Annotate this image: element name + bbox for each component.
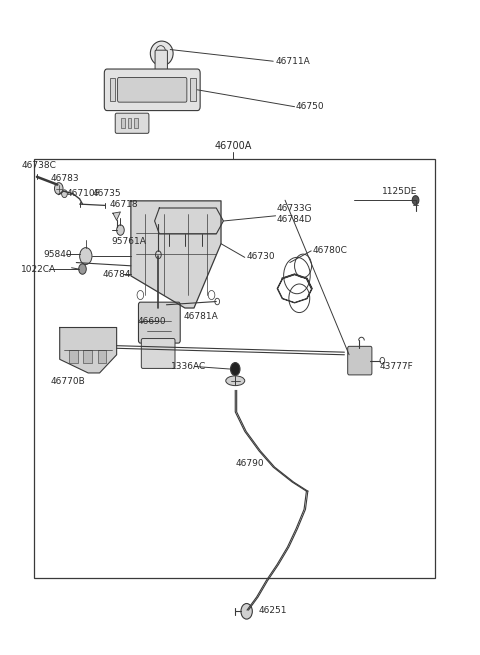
Text: 1336AC: 1336AC [171, 362, 206, 371]
Polygon shape [60, 328, 117, 373]
Bar [190, 78, 196, 102]
Text: 46790: 46790 [235, 459, 264, 468]
Text: 46784D: 46784D [276, 215, 312, 224]
Text: 46735: 46735 [93, 189, 121, 198]
Text: 46730: 46730 [246, 252, 275, 261]
FancyBboxPatch shape [104, 69, 200, 111]
Circle shape [167, 245, 171, 250]
FancyBboxPatch shape [115, 113, 149, 134]
Bar [109, 78, 115, 102]
Text: 46784: 46784 [102, 271, 131, 280]
Text: 95761A: 95761A [111, 236, 146, 246]
Text: 1125DE: 1125DE [383, 187, 418, 196]
FancyBboxPatch shape [138, 302, 180, 343]
Circle shape [183, 245, 187, 250]
Text: 46770B: 46770B [50, 377, 85, 386]
Bar [128, 119, 132, 128]
Text: 46738C: 46738C [22, 161, 57, 170]
Circle shape [230, 363, 240, 375]
Text: 46711A: 46711A [276, 57, 311, 66]
Circle shape [79, 264, 86, 274]
Text: 46718: 46718 [109, 200, 138, 209]
Circle shape [412, 196, 419, 205]
Circle shape [200, 245, 204, 250]
Circle shape [117, 225, 124, 235]
Text: 43777F: 43777F [380, 362, 414, 371]
Text: 46780C: 46780C [312, 246, 348, 255]
Text: 46733G: 46733G [276, 204, 312, 213]
Text: 1022CA: 1022CA [21, 265, 56, 274]
FancyBboxPatch shape [155, 50, 168, 75]
Polygon shape [113, 212, 120, 220]
Text: 46750: 46750 [296, 102, 324, 111]
FancyBboxPatch shape [118, 77, 187, 102]
Bar [69, 350, 78, 364]
Circle shape [61, 190, 67, 198]
Ellipse shape [150, 41, 173, 66]
Bar [134, 119, 137, 128]
Bar [97, 350, 106, 364]
Polygon shape [131, 201, 221, 308]
Text: 46781A: 46781A [183, 312, 218, 321]
Circle shape [80, 248, 92, 265]
Circle shape [241, 603, 252, 619]
Bar [121, 119, 125, 128]
Text: 95840: 95840 [43, 250, 72, 259]
Bar [84, 350, 92, 364]
Bar [34, 159, 434, 578]
Text: 46783: 46783 [50, 174, 79, 183]
Text: 46700A: 46700A [214, 141, 252, 151]
Polygon shape [155, 208, 223, 234]
FancyBboxPatch shape [141, 339, 175, 368]
Ellipse shape [226, 376, 245, 386]
Text: 46690: 46690 [138, 316, 167, 326]
FancyBboxPatch shape [348, 346, 372, 375]
Text: 46710F: 46710F [67, 189, 101, 198]
Circle shape [55, 183, 63, 195]
Text: 46251: 46251 [259, 605, 288, 614]
FancyBboxPatch shape [150, 71, 173, 83]
